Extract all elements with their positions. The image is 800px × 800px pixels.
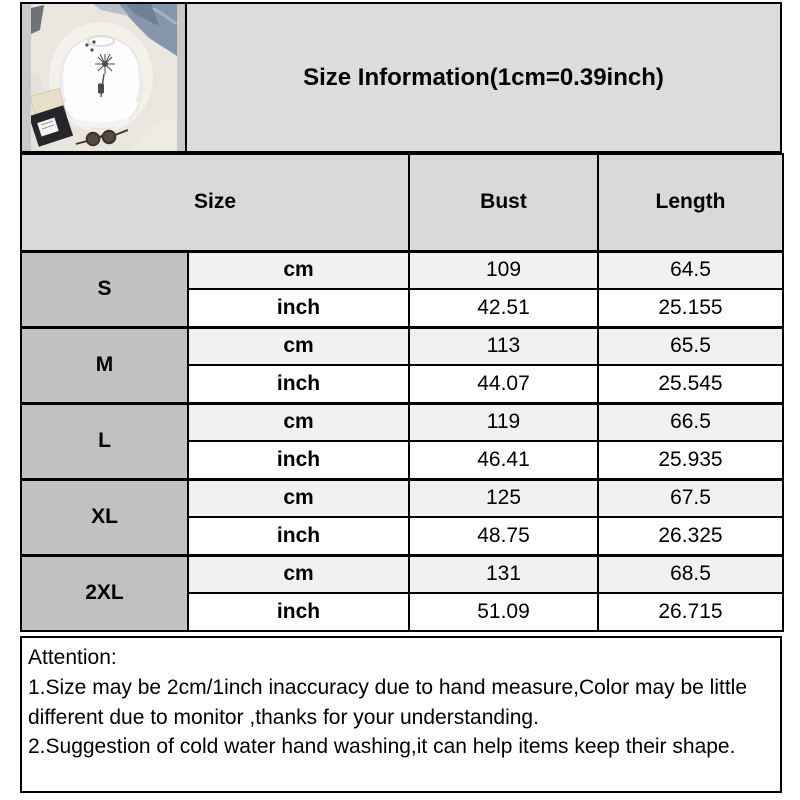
table-row: L cm 119 66.5 — [20, 401, 784, 480]
bust-value: 109 — [408, 249, 599, 290]
table-row: inch 48.75 26.325 — [21, 516, 784, 556]
eyeglasses — [75, 129, 128, 147]
size-label-xl: XL — [20, 477, 189, 556]
size-table: Size Bust Length S cm 109 64.5 inch 42.5… — [20, 153, 784, 632]
bust-value: 51.09 — [408, 592, 599, 632]
length-value: 66.5 — [597, 401, 784, 442]
sweatshirt — [58, 35, 143, 130]
bust-value: 113 — [408, 325, 599, 366]
bust-value: 125 — [408, 477, 599, 518]
unit-cell-inch: inch — [187, 364, 410, 404]
dark-fabric-corner — [30, 5, 44, 34]
length-value: 26.715 — [597, 592, 784, 632]
length-value: 26.325 — [597, 516, 784, 556]
size-label-l: L — [20, 401, 189, 480]
bust-value: 44.07 — [408, 364, 599, 404]
size-information-title: Size Information(1cm=0.39inch) — [187, 2, 782, 153]
unit-cell-cm: cm — [187, 401, 410, 442]
attention-note: 2.Suggestion of cold water hand washing,… — [28, 735, 736, 759]
length-value: 65.5 — [597, 325, 784, 366]
product-photo-cell — [20, 2, 187, 153]
table-row: inch 44.07 25.545 — [21, 364, 784, 404]
length-value: 25.935 — [597, 440, 784, 480]
unit-cell-inch: inch — [187, 516, 410, 556]
bust-value: 46.41 — [408, 440, 599, 480]
table-row: inch 51.09 26.715 — [21, 592, 784, 632]
unit-cell-cm: cm — [187, 477, 410, 518]
attention-note: 1.Size may be 2cm/1inch inaccuracy due t… — [28, 675, 748, 729]
table-row: inch 46.41 25.935 — [21, 440, 784, 480]
unit-cell-cm: cm — [187, 325, 410, 366]
size-column-header: Size — [20, 153, 410, 252]
product-photo — [30, 4, 177, 151]
size-label-m: M — [20, 325, 189, 404]
attention-heading: Attention: — [28, 646, 117, 669]
table-header-row: Size Bust Length — [20, 153, 784, 252]
bust-value: 48.75 — [408, 516, 599, 556]
table-row: 2XL cm 131 68.5 — [20, 553, 784, 632]
table-row: XL cm 125 67.5 — [20, 477, 784, 556]
bust-column-header: Bust — [408, 153, 599, 252]
table-row: inch 42.51 25.155 — [21, 288, 784, 328]
book-and-notebook — [30, 87, 73, 147]
length-value: 25.545 — [597, 364, 784, 404]
unit-cell-inch: inch — [187, 592, 410, 632]
attention-section: Attention: 1.Size may be 2cm/1inch inacc… — [20, 636, 782, 793]
denim-fabric — [92, 4, 177, 56]
table-row: S cm 109 64.5 — [20, 249, 784, 328]
length-value: 25.155 — [597, 288, 784, 328]
bust-value: 131 — [408, 553, 599, 594]
header-row: Size Information(1cm=0.39inch) — [20, 2, 782, 153]
bust-value: 119 — [408, 401, 599, 442]
table-row: M cm 113 65.5 — [20, 325, 784, 404]
bust-value: 42.51 — [408, 288, 599, 328]
length-value: 64.5 — [597, 249, 784, 290]
unit-cell-inch: inch — [187, 288, 410, 328]
length-value: 68.5 — [597, 553, 784, 594]
unit-cell-cm: cm — [187, 553, 410, 594]
length-value: 67.5 — [597, 477, 784, 518]
unit-cell-cm: cm — [187, 249, 410, 290]
length-column-header: Length — [597, 153, 784, 252]
size-label-2xl: 2XL — [20, 553, 189, 632]
size-label-s: S — [20, 249, 189, 328]
unit-cell-inch: inch — [187, 440, 410, 480]
dandelion-graphic — [84, 40, 115, 98]
